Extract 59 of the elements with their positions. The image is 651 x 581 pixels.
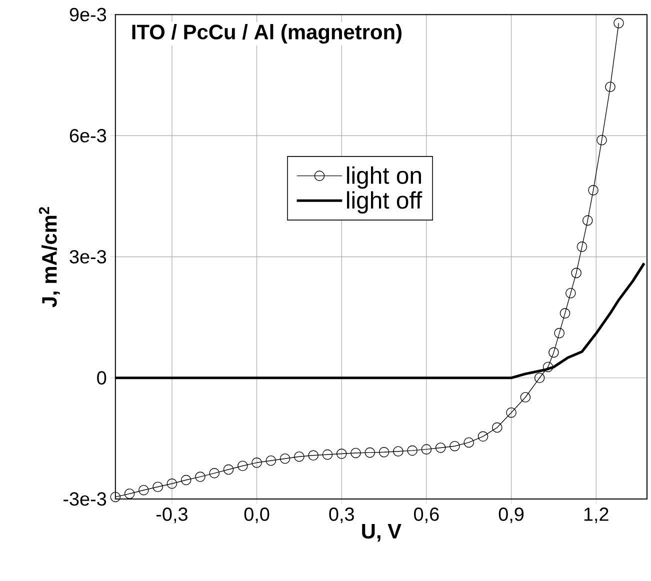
point xyxy=(554,328,564,338)
y-axis-title: J, mA/cm$^{2}$ xyxy=(38,207,60,308)
y-tick-label: -3e-3 xyxy=(64,492,106,506)
point xyxy=(450,440,460,452)
point xyxy=(605,82,616,92)
point xyxy=(350,448,361,458)
point xyxy=(152,482,163,492)
point xyxy=(238,460,248,472)
y-tick-label: 0 xyxy=(97,371,106,385)
point xyxy=(166,478,178,489)
point xyxy=(266,455,276,466)
point xyxy=(542,362,554,372)
x-tick-label: 0,0 xyxy=(244,508,270,524)
point xyxy=(492,422,502,433)
point xyxy=(364,447,376,458)
point xyxy=(520,392,531,402)
point xyxy=(195,472,206,482)
point xyxy=(180,474,192,486)
point xyxy=(582,215,593,226)
point xyxy=(223,464,234,475)
point xyxy=(378,447,390,458)
point xyxy=(464,437,474,448)
point xyxy=(124,488,135,499)
legend-label: light on xyxy=(347,166,421,189)
point xyxy=(280,453,290,464)
y-tick-label: 6e-3 xyxy=(70,128,106,142)
point xyxy=(110,492,121,502)
x-tick-label: 0,9 xyxy=(498,508,524,524)
point xyxy=(506,407,516,418)
point xyxy=(435,442,446,453)
legend-label: light off xyxy=(347,191,422,214)
point xyxy=(588,185,598,196)
chart-title: ITO / PcCu / Al (magnetron) xyxy=(132,24,402,44)
x-tick-label: 0,6 xyxy=(414,508,439,524)
point xyxy=(308,450,318,461)
point xyxy=(596,134,607,146)
point xyxy=(534,372,545,384)
x-axis-title: U, V xyxy=(362,524,402,542)
y-tick-label: 9e-3 xyxy=(70,8,106,22)
point xyxy=(566,288,576,298)
point xyxy=(393,446,404,456)
point xyxy=(407,445,418,456)
point xyxy=(576,242,588,252)
point xyxy=(548,347,559,358)
point xyxy=(252,458,262,468)
point xyxy=(294,451,304,462)
point xyxy=(336,448,347,459)
point xyxy=(138,484,149,496)
point xyxy=(322,449,333,460)
point xyxy=(571,268,582,278)
y-tick-label: 3e-3 xyxy=(70,250,106,264)
point xyxy=(614,18,624,28)
point xyxy=(478,431,488,442)
x-tick-label: 1,2 xyxy=(584,508,608,524)
point xyxy=(209,468,220,478)
x-tick-label: 0,3 xyxy=(329,508,354,524)
x-tick-label: -0,3 xyxy=(156,508,188,524)
point xyxy=(560,308,570,318)
point xyxy=(421,444,432,454)
